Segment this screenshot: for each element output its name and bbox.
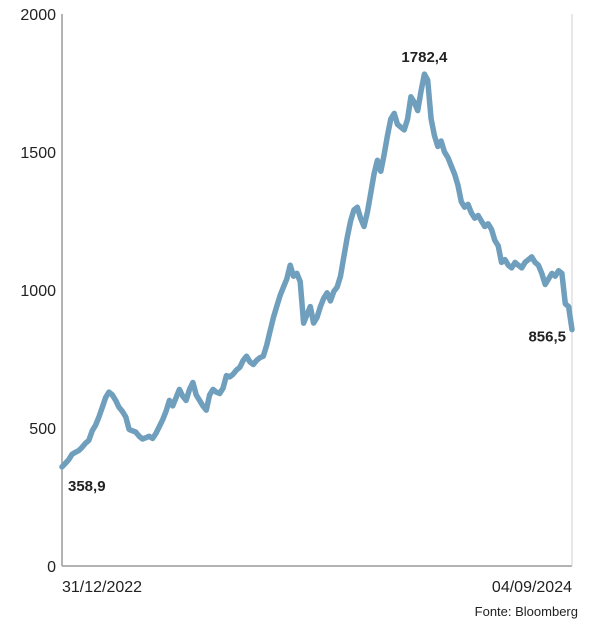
x-start-date-label: 31/12/2022	[62, 579, 142, 596]
y-tick-label: 500	[29, 421, 56, 438]
peak-value-label: 1782,4	[401, 49, 448, 66]
y-axis-ticks: 0 500 1000 1500 2000	[20, 7, 56, 576]
y-tick-label: 1000	[20, 283, 56, 300]
y-tick-label: 1500	[20, 145, 56, 162]
start-value-label: 358,9	[68, 478, 106, 495]
y-tick-label: 2000	[20, 7, 56, 24]
source-note: Fonte: Bloomberg	[474, 604, 578, 619]
y-tick-label: 0	[47, 559, 56, 576]
series-line	[59, 71, 575, 470]
end-value-label: 856,5	[528, 329, 566, 346]
x-end-date-label: 04/09/2024	[492, 579, 572, 596]
